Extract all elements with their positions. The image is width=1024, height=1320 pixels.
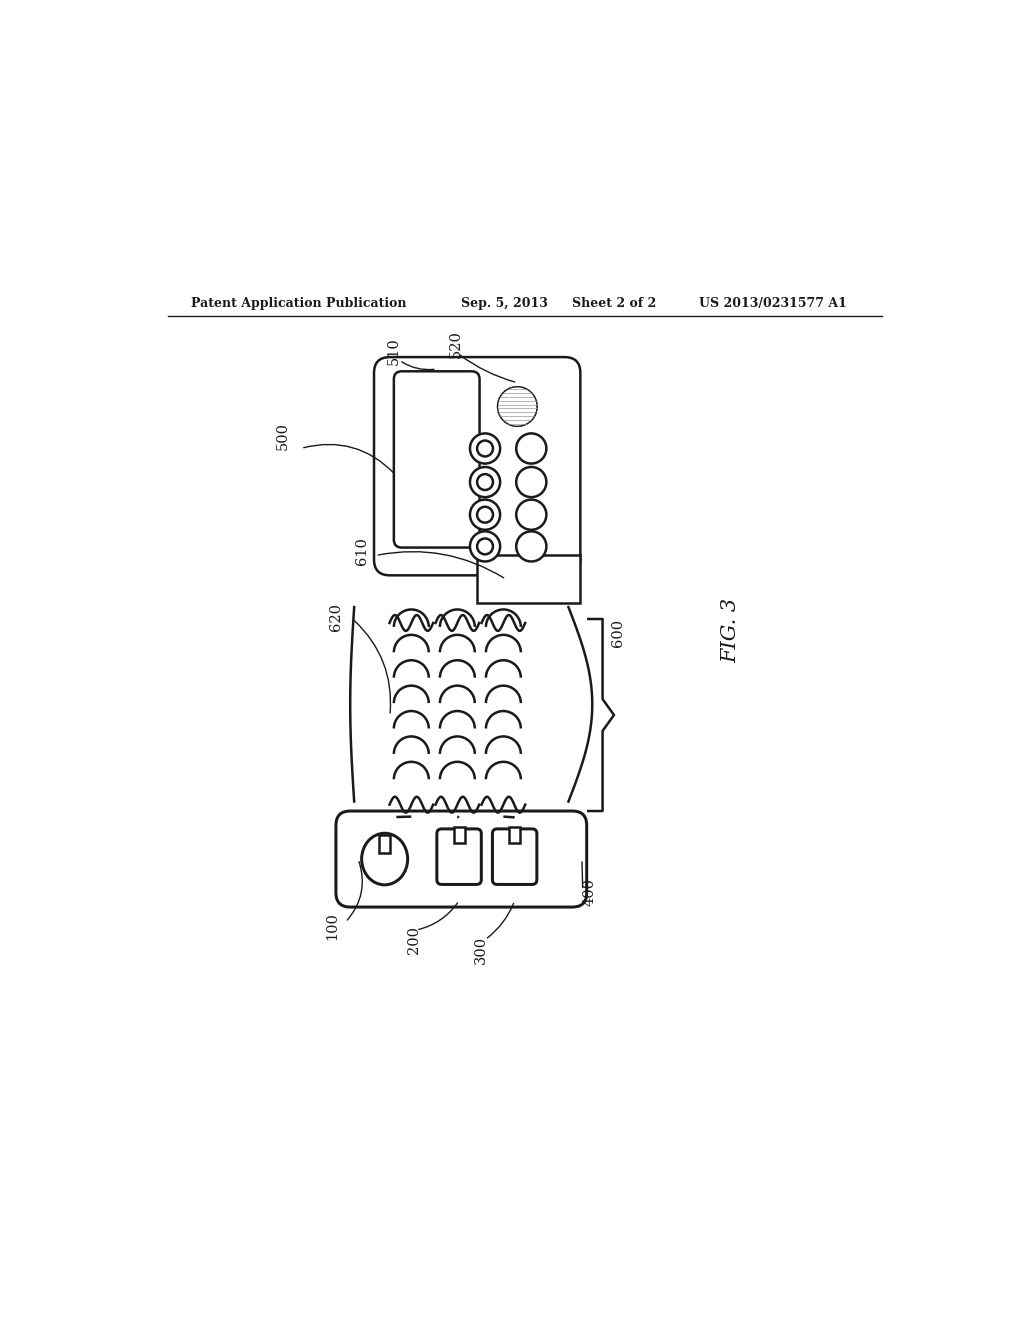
FancyBboxPatch shape bbox=[374, 358, 581, 576]
Circle shape bbox=[470, 500, 500, 529]
Text: Sheet 2 of 2: Sheet 2 of 2 bbox=[572, 297, 656, 310]
Text: 620: 620 bbox=[329, 603, 343, 631]
Text: 600: 600 bbox=[610, 618, 625, 647]
FancyBboxPatch shape bbox=[379, 836, 390, 853]
FancyBboxPatch shape bbox=[454, 828, 465, 843]
Circle shape bbox=[477, 441, 493, 457]
Text: 400: 400 bbox=[583, 878, 597, 906]
Circle shape bbox=[516, 500, 547, 529]
Ellipse shape bbox=[361, 833, 408, 884]
Circle shape bbox=[516, 467, 547, 498]
Text: 300: 300 bbox=[474, 936, 488, 964]
Circle shape bbox=[477, 539, 493, 554]
Text: Sep. 5, 2013: Sep. 5, 2013 bbox=[461, 297, 548, 310]
Text: Patent Application Publication: Patent Application Publication bbox=[191, 297, 407, 310]
FancyBboxPatch shape bbox=[493, 829, 537, 884]
FancyBboxPatch shape bbox=[437, 829, 481, 884]
Text: 610: 610 bbox=[355, 537, 369, 565]
FancyBboxPatch shape bbox=[477, 556, 581, 603]
Text: 100: 100 bbox=[326, 912, 340, 940]
FancyBboxPatch shape bbox=[336, 810, 587, 907]
Text: 500: 500 bbox=[275, 422, 290, 450]
Circle shape bbox=[470, 433, 500, 463]
Circle shape bbox=[470, 532, 500, 561]
Circle shape bbox=[470, 467, 500, 498]
Text: 520: 520 bbox=[449, 330, 463, 358]
Text: 200: 200 bbox=[407, 927, 421, 954]
Circle shape bbox=[516, 433, 547, 463]
Circle shape bbox=[516, 532, 547, 561]
Text: FIG. 3: FIG. 3 bbox=[722, 598, 740, 664]
FancyBboxPatch shape bbox=[394, 371, 479, 548]
Circle shape bbox=[477, 507, 493, 523]
Text: US 2013/0231577 A1: US 2013/0231577 A1 bbox=[699, 297, 847, 310]
Circle shape bbox=[477, 474, 493, 490]
Text: 510: 510 bbox=[387, 337, 400, 364]
FancyBboxPatch shape bbox=[509, 828, 520, 843]
